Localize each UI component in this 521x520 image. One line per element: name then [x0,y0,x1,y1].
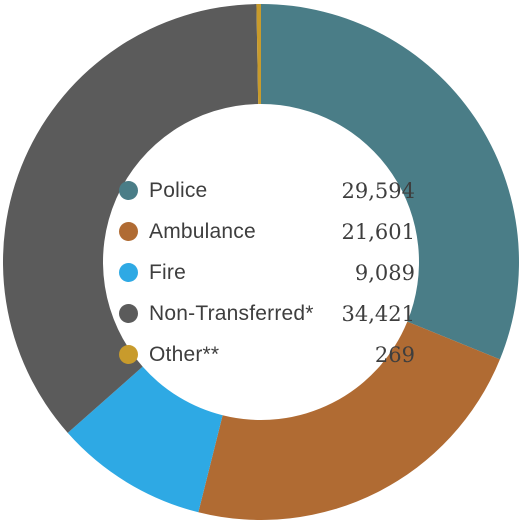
data-label-fire: 9,089 [354,260,415,285]
legend-item-non-transferred: Non-Transferred* 34,421 [119,293,415,334]
legend-item-ambulance: Ambulance 21,601 [119,211,415,252]
legend-item-other: Other** 269 [119,334,415,375]
data-label-non-transferred: 34,421 [341,301,415,326]
legend-label-police: Police [149,178,208,202]
legend-swatch-other [119,345,138,364]
legend-label-fire: Fire [149,260,186,284]
legend-swatch-non-transferred [119,304,138,323]
legend-label-other: Other** [149,342,220,366]
donut-slice-non-transferred [2,4,259,433]
legend-label-non-transferred: Non-Transferred* [149,301,314,325]
donut-slice-fire [67,366,223,513]
legend-item-fire: Fire 9,089 [119,252,415,293]
legend-item-police: Police 29,594 [119,170,415,211]
donut-slice-police [261,4,519,360]
legend-swatch-ambulance [119,222,138,241]
legend-label-ambulance: Ambulance [149,219,256,243]
data-label-other: 269 [374,342,415,367]
data-label-police: 29,594 [341,178,415,203]
legend-swatch-police [119,181,138,200]
legend-swatch-fire [119,263,138,282]
donut-slice-other [256,4,261,105]
chart-legend: Police 29,594 Ambulance 21,601 Fire 9,08… [119,170,415,375]
donut-slice-ambulance [198,321,500,520]
data-label-ambulance: 21,601 [341,219,415,244]
